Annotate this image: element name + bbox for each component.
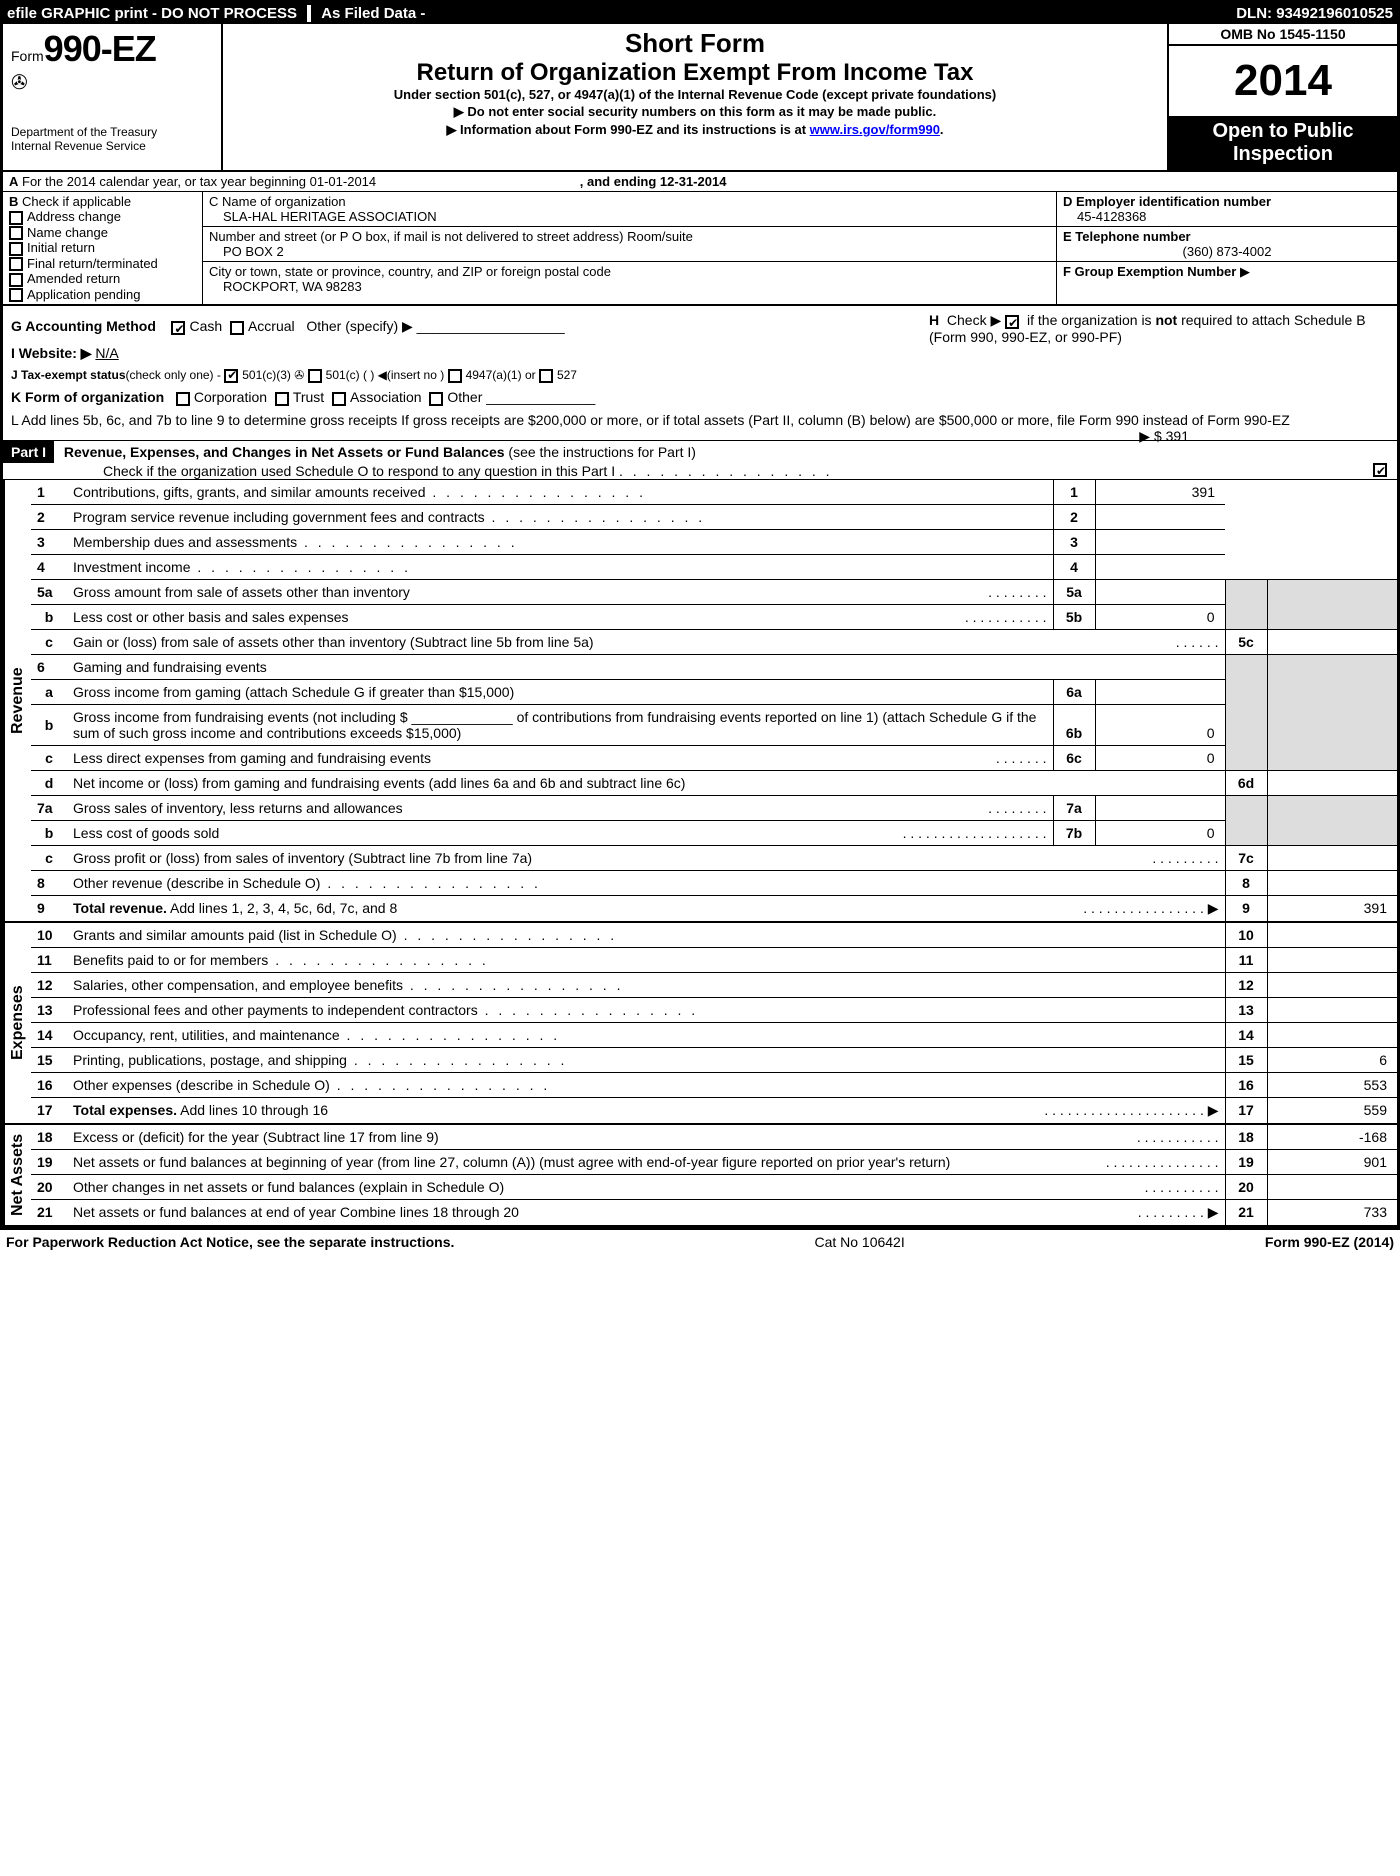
street-label: Number and street (or P O box, if mail i… [209,229,1050,244]
topbar: efile GRAPHIC print - DO NOT PROCESS . A… [3,3,1397,24]
footer: For Paperwork Reduction Act Notice, see … [0,1230,1400,1254]
form-container: efile GRAPHIC print - DO NOT PROCESS . A… [0,0,1400,1230]
check-4947[interactable] [448,369,462,383]
check-501c3[interactable] [224,369,238,383]
line-k: K Form of organization Corporation Trust… [11,389,1389,405]
col-de: D Employer identification number 45-4128… [1057,192,1397,304]
footer-left: For Paperwork Reduction Act Notice, see … [6,1234,454,1250]
open-inspection: Open to Public Inspection [1169,116,1397,170]
part1-label: Part I [3,441,54,463]
check-other[interactable] [429,392,443,406]
footer-right: Form 990-EZ (2014) [1265,1234,1394,1250]
line-j: J Tax-exempt status(check only one) - 50… [11,368,1389,383]
check-assoc[interactable] [332,392,346,406]
dln-label: DLN: 93492196010525 [1236,5,1393,22]
org-name-label: C Name of organization [209,194,1050,209]
check-address[interactable] [9,211,23,225]
netassets-table: 18Excess or (deficit) for the year (Subt… [31,1125,1397,1225]
check-cash[interactable] [171,321,185,335]
section-bcg: B Check if applicable Address change Nam… [3,192,1397,306]
check-accrual[interactable] [230,321,244,335]
phone: (360) 873-4002 [1063,244,1391,259]
check-pending[interactable] [9,288,23,302]
street: PO BOX 2 [209,244,1050,259]
ein: 45-4128368 [1063,209,1391,224]
check-527[interactable] [539,369,553,383]
row-a: A For the 2014 calendar year, or tax yea… [3,172,1397,192]
check-corp[interactable] [176,392,190,406]
city-label: City or town, state or province, country… [209,264,1050,279]
col-b: B Check if applicable Address change Nam… [3,192,203,304]
revenue-label: Revenue [3,480,31,921]
omb-number: OMB No 1545-1150 [1169,24,1397,46]
check-501c[interactable] [308,369,322,383]
expenses-table: 10Grants and similar amounts paid (list … [31,923,1397,1123]
header-left: Form990-EZ ✇ Department of the Treasury … [3,24,223,170]
ein-label: D Employer identification number [1063,194,1391,209]
phone-label: E Telephone number [1063,229,1391,244]
city: ROCKPORT, WA 98283 [209,279,1050,294]
check-final[interactable] [9,257,23,271]
part1-header-row: Part I Revenue, Expenses, and Changes in… [3,441,1397,480]
dept-irs: Internal Revenue Service [11,139,213,153]
expenses-label: Expenses [3,923,31,1123]
line-i: I Website: ▶ N/A [11,345,1389,362]
org-name: SLA-HAL HERITAGE ASSOCIATION [209,209,1050,224]
group-exempt-label: F Group Exemption Number [1063,264,1236,279]
revenue-table: 1Contributions, gifts, grants, and simil… [31,480,1397,921]
check-h[interactable] [1005,315,1019,329]
efile-label: efile GRAPHIC print - DO NOT PROCESS [7,5,297,22]
header-mid: Short Form Return of Organization Exempt… [223,24,1167,170]
check-name[interactable] [9,226,23,240]
check-schedule-o[interactable] [1373,463,1387,477]
l-value: ▶ $ 391 [1139,428,1189,445]
h-check: H Check ▶ if the organization is not req… [929,312,1389,345]
return-title: Return of Organization Exempt From Incom… [233,59,1157,87]
netassets-label: Net Assets [3,1125,31,1225]
check-amended[interactable] [9,273,23,287]
tax-year: 2014 [1169,46,1397,116]
check-trust[interactable] [275,392,289,406]
check-initial[interactable] [9,242,23,256]
asfiled-label: As Filed Data - [321,5,425,22]
footer-mid: Cat No 10642I [814,1234,904,1250]
short-form-title: Short Form [233,28,1157,59]
header-right: OMB No 1545-1150 2014 Open to Public Ins… [1167,24,1397,170]
sections-wrap: Revenue 1Contributions, gifts, grants, a… [3,480,1397,1227]
group-exempt-arrow: ▶ [1240,264,1250,279]
header: Form990-EZ ✇ Department of the Treasury … [3,24,1397,172]
note-ssn: Do not enter social security numbers on … [233,104,1157,120]
form-prefix: Form [11,48,44,64]
part1-check-note: Check if the organization used Schedule … [3,463,1397,479]
under-section: Under section 501(c), 527, or 4947(a)(1)… [233,87,1157,102]
line-l: L Add lines 5b, 6c, and 7b to line 9 to … [11,412,1389,428]
website-val: N/A [95,345,118,361]
middle-block: H Check ▶ if the organization is not req… [3,306,1397,440]
irs-link[interactable]: www.irs.gov/form990 [810,122,940,137]
part1-title: Revenue, Expenses, and Changes in Net As… [58,442,702,462]
col-c: C Name of organization SLA-HAL HERITAGE … [203,192,1057,304]
note-info: ▶ Information about Form 990-EZ and its … [233,122,1157,138]
form-number: 990-EZ [44,28,156,69]
dept-treasury: Department of the Treasury [11,125,213,139]
